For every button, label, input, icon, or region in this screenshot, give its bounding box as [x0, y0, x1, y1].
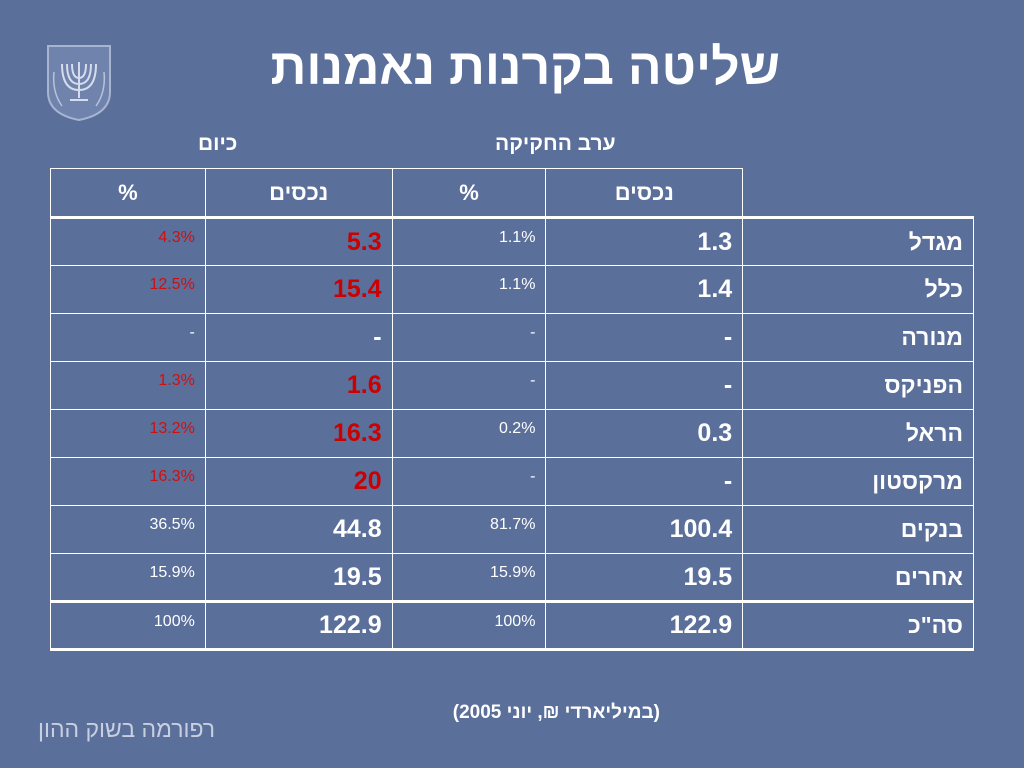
cell-company-name: סה"כ [742, 600, 974, 651]
cell-eve-pct: - [391, 457, 547, 506]
cell-today-pct: 36.5% [50, 505, 206, 554]
column-header-eve-pct: % [391, 168, 547, 219]
cell-eve-pct: 0.2% [391, 409, 547, 458]
state-emblem-icon [44, 42, 114, 122]
cell-today-assets: - [204, 313, 393, 362]
column-header-eve-assets: נכסים [545, 168, 744, 219]
table-total-row: 100% 122.9 100% 122.9 סה"כ [50, 600, 974, 651]
cell-today-assets: 19.5 [204, 553, 393, 602]
cell-eve-assets: - [545, 313, 744, 362]
cell-today-pct: 1.3% [50, 361, 206, 410]
cell-today-pct: 15.9% [50, 553, 206, 602]
cell-eve-pct: 81.7% [391, 505, 547, 554]
cell-eve-pct: - [391, 313, 547, 362]
column-header-today-assets: נכסים [204, 168, 393, 219]
cell-eve-assets: 1.3 [545, 217, 744, 266]
cell-today-pct: 13.2% [50, 409, 206, 458]
table-header-row: % נכסים % נכסים [50, 168, 974, 219]
table-row: 15.9% 19.5 15.9% 19.5 אחרים [50, 553, 974, 602]
cell-today-assets: 122.9 [204, 600, 393, 651]
cell-eve-pct: 100% [391, 600, 547, 651]
cell-today-assets: 20 [204, 457, 393, 506]
cell-today-assets: 1.6 [204, 361, 393, 410]
cell-company-name: מגדל [742, 217, 974, 266]
column-header-company [742, 168, 974, 219]
cell-company-name: הראל [742, 409, 974, 458]
group-header-eve-of-legislation: ערב החקיקה [495, 132, 616, 155]
cell-eve-assets: 122.9 [545, 600, 744, 651]
cell-today-assets: 15.4 [204, 265, 393, 314]
table-row: 16.3% 20- - מרקסטון [50, 457, 974, 506]
cell-eve-assets: 19.5 [545, 553, 744, 602]
cell-company-name: מרקסטון [742, 457, 974, 506]
table-row: - - - - מנורה [50, 313, 974, 362]
table-row: 1.3% 1.6- - הפניקס [50, 361, 974, 410]
cell-today-assets: 5.3 [204, 217, 393, 266]
brand-logo-text: רפורמה בשוק ההון [38, 716, 216, 742]
cell-eve-pct: 1.1% [391, 217, 547, 266]
cell-today-pct: 12.5% [50, 265, 206, 314]
cell-eve-assets: 100.4 [545, 505, 744, 554]
cell-today-pct: 4.3% [50, 217, 206, 266]
cell-eve-assets: 0.3 [545, 409, 744, 458]
cell-today-pct: 100% [50, 600, 206, 651]
cell-eve-assets: - [545, 361, 744, 410]
cell-eve-assets: 1.4 [545, 265, 744, 314]
cell-company-name: אחרים [742, 553, 974, 602]
cell-eve-pct: 15.9% [391, 553, 547, 602]
cell-company-name: הפניקס [742, 361, 974, 410]
cell-today-assets: 44.8 [204, 505, 393, 554]
cell-company-name: כלל [742, 265, 974, 314]
table-row: 12.5% 15.4 1.1% 1.4 כלל [50, 265, 974, 314]
cell-today-pct: 16.3% [50, 457, 206, 506]
cell-today-assets: 16.3 [204, 409, 393, 458]
group-header-today: כיום [198, 132, 238, 155]
cell-company-name: מנורה [742, 313, 974, 362]
cell-eve-pct: 1.1% [391, 265, 547, 314]
units-footnote: (במיליארדי ₪, יוני 2005) [452, 702, 660, 723]
fund-control-table: % נכסים % נכסים 4.3% 5.3 1.1% 1.3 מגדל 12.5% 1… [50, 168, 974, 651]
cell-eve-assets: - [545, 457, 744, 506]
cell-eve-pct: - [391, 361, 547, 410]
page-title: שליטה בקרנות נאמנות [270, 39, 780, 95]
table-row: 36.5% 44.8 81.7% 100.4 בנקים [50, 505, 974, 554]
table-row: 13.2% 16.3 0.2% 0.3 הראל [50, 409, 974, 458]
cell-company-name: בנקים [742, 505, 974, 554]
cell-today-pct: - [50, 313, 206, 362]
column-header-today-pct: % [50, 168, 206, 219]
table-row: 4.3% 5.3 1.1% 1.3 מגדל [50, 217, 974, 266]
